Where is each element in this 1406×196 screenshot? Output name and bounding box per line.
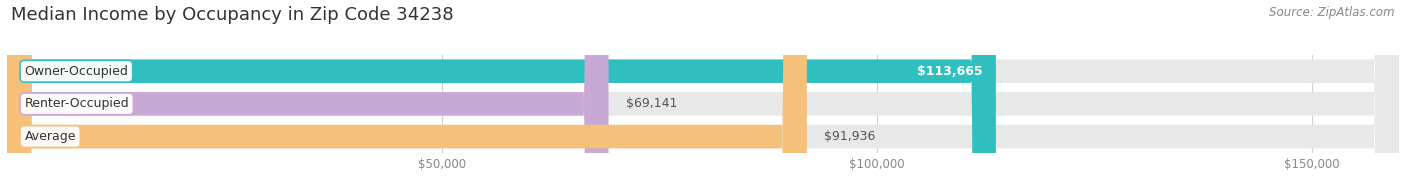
FancyBboxPatch shape bbox=[7, 0, 807, 196]
Text: $113,665: $113,665 bbox=[917, 65, 983, 78]
Text: Median Income by Occupancy in Zip Code 34238: Median Income by Occupancy in Zip Code 3… bbox=[11, 6, 454, 24]
Text: Average: Average bbox=[24, 130, 76, 143]
FancyBboxPatch shape bbox=[7, 0, 1399, 196]
FancyBboxPatch shape bbox=[7, 0, 1399, 196]
Text: $91,936: $91,936 bbox=[824, 130, 876, 143]
Text: $69,141: $69,141 bbox=[626, 97, 678, 110]
FancyBboxPatch shape bbox=[7, 0, 1399, 196]
Text: Owner-Occupied: Owner-Occupied bbox=[24, 65, 128, 78]
Text: Source: ZipAtlas.com: Source: ZipAtlas.com bbox=[1270, 6, 1395, 19]
Text: Renter-Occupied: Renter-Occupied bbox=[24, 97, 129, 110]
FancyBboxPatch shape bbox=[7, 0, 995, 196]
FancyBboxPatch shape bbox=[7, 0, 609, 196]
